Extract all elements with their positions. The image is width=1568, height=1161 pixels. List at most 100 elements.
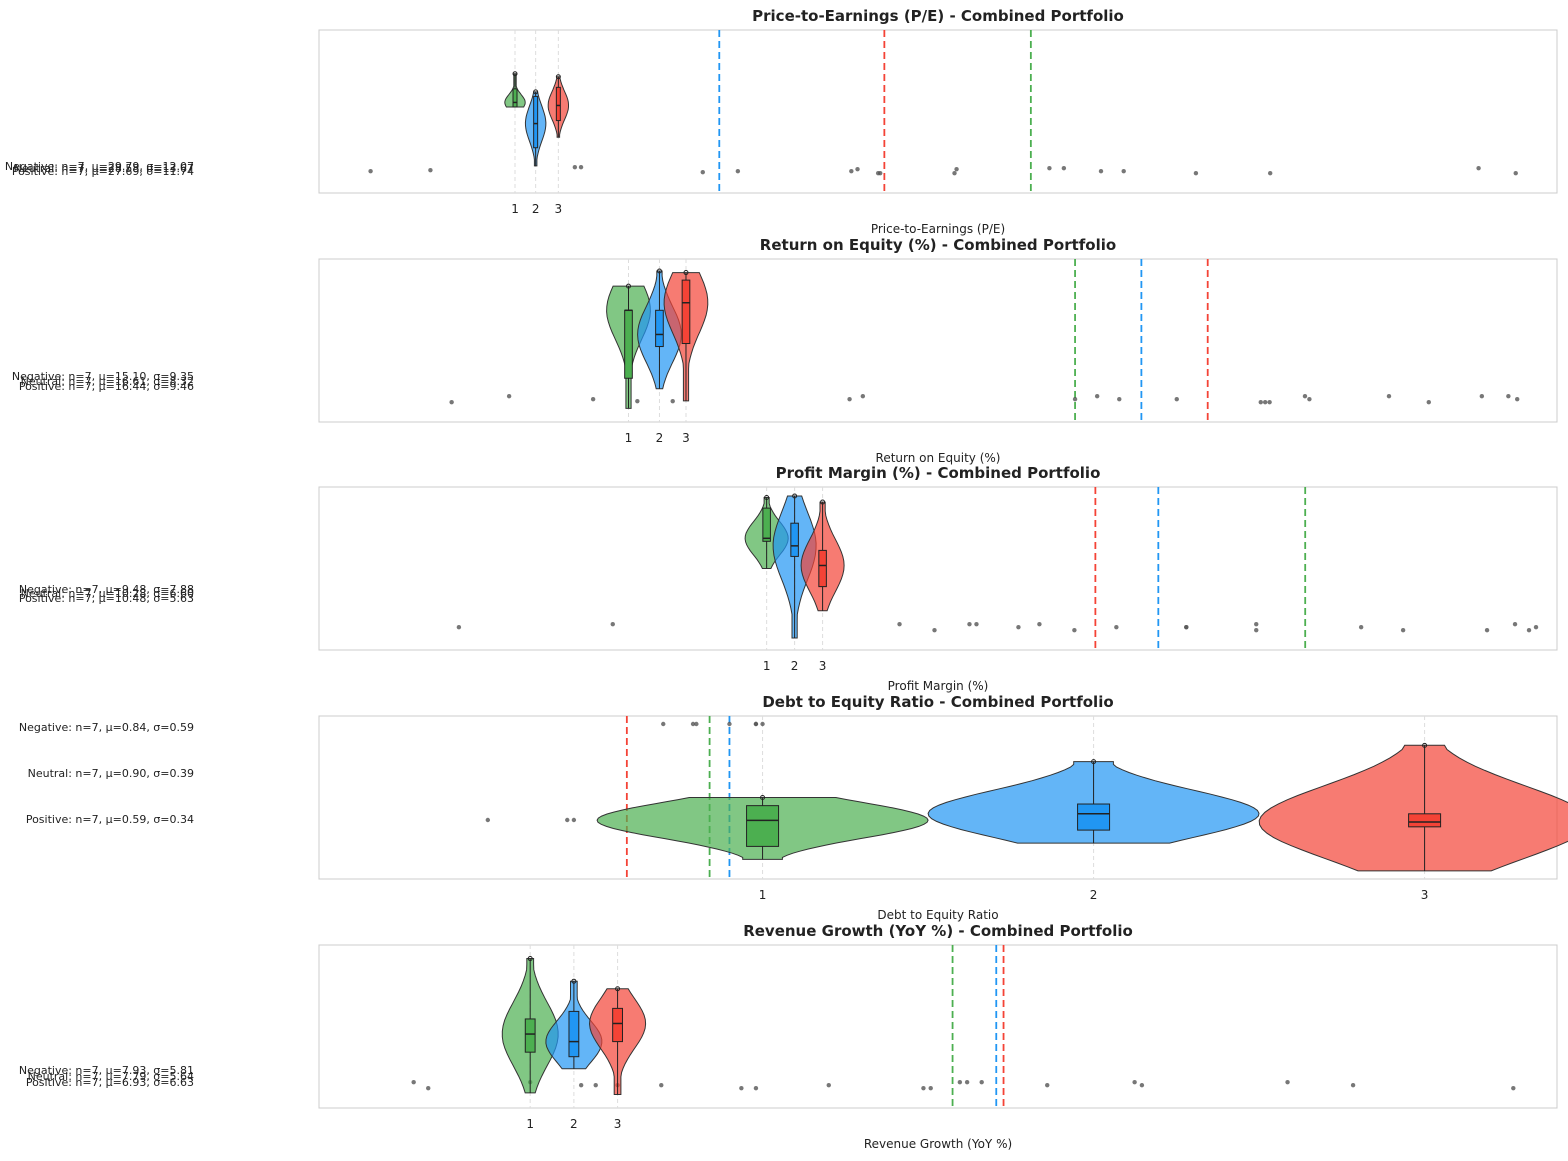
x-tick-label: 3	[614, 1117, 622, 1131]
scatter-point	[593, 1082, 598, 1088]
scatter-point	[739, 1085, 744, 1091]
scatter-point	[670, 398, 675, 404]
x-tick-label: 2	[791, 659, 799, 673]
group-label: Neutral: n=7, μ=0.90, σ=0.39	[28, 767, 194, 780]
scatter-point	[690, 721, 696, 727]
outlier-marker	[820, 499, 826, 505]
scatter-point	[932, 627, 937, 633]
panel-title: Return on Equity (%) - Combined Portfoli…	[760, 236, 1116, 254]
scatter-point	[727, 721, 732, 727]
scatter-point	[572, 164, 578, 170]
violin-1	[504, 71, 526, 108]
scatter-point	[411, 1079, 416, 1085]
group-label: Positive: n=7, μ=16.44, σ=9.46	[19, 380, 194, 393]
iqr-box	[1077, 803, 1111, 831]
x-tick-label: 2	[570, 1117, 578, 1131]
iqr-box	[512, 88, 518, 108]
outlier-marker	[656, 268, 662, 274]
scatter-point	[1193, 170, 1199, 176]
iqr-box	[818, 549, 827, 588]
scatter-point	[1267, 399, 1272, 405]
scatter-point	[1184, 624, 1189, 630]
scatter-point	[368, 168, 373, 174]
panel-title: Debt to Equity Ratio - Combined Portfoli…	[762, 693, 1113, 711]
group-label: Neutral: n=7, μ=7.79, σ=5.64	[28, 1070, 194, 1083]
scatter-point	[847, 396, 852, 402]
outlier-marker	[533, 89, 539, 95]
scatter-point	[954, 166, 959, 172]
iqr-box	[746, 805, 780, 847]
panel-4: Debt to Equity Ratio - Combined Portfoli…	[19, 693, 1568, 922]
scatter-point	[1515, 396, 1520, 402]
scatter-point	[957, 1079, 963, 1085]
iqr-box	[533, 95, 539, 149]
scatter-point	[1072, 627, 1077, 633]
x-tick-label: 2	[1090, 888, 1098, 902]
scatter-point	[428, 167, 433, 173]
scatter-point	[578, 164, 584, 170]
scatter-point	[571, 817, 577, 823]
scatter-point	[928, 1085, 933, 1091]
scatter-point	[1258, 399, 1263, 405]
scatter-point	[979, 1079, 984, 1085]
violin-3	[800, 499, 845, 612]
scatter-point	[1045, 1082, 1050, 1088]
scatter-point	[967, 621, 972, 627]
violin-body	[1258, 744, 1568, 872]
scatter-point	[1262, 399, 1268, 405]
scatter-point	[1506, 393, 1511, 399]
scatter-point	[1513, 170, 1518, 176]
scatter-point	[635, 398, 640, 404]
scatter-point	[753, 721, 759, 727]
x-tick-label: 1	[759, 888, 767, 902]
scatter-point	[700, 169, 705, 175]
scatter-point	[1114, 624, 1119, 630]
scatter-point	[1254, 621, 1259, 627]
scatter-point	[921, 1085, 926, 1091]
x-tick-label: 3	[682, 431, 690, 445]
iqr-box	[1408, 813, 1442, 828]
outlier-marker	[760, 795, 766, 800]
x-axis-label: Debt to Equity Ratio	[877, 908, 998, 922]
panel-1: Price-to-Earnings (P/E) - Combined Portf…	[5, 7, 1558, 236]
scatter-point	[849, 168, 854, 174]
scatter-point	[1307, 396, 1312, 402]
panel-2: Return on Equity (%) - Combined Portfoli…	[12, 236, 1558, 465]
scatter-point	[1512, 621, 1518, 627]
iqr-box	[555, 86, 561, 122]
outlier-marker	[512, 71, 518, 77]
iqr-box	[681, 279, 691, 345]
scatter-point	[456, 624, 462, 630]
violin-3	[547, 74, 569, 138]
panel-title: Price-to-Earnings (P/E) - Combined Portf…	[752, 7, 1124, 25]
x-axis-label: Return on Equity (%)	[876, 451, 1001, 465]
scatter-point	[1254, 627, 1259, 633]
scatter-point	[952, 170, 957, 176]
outlier-marker	[555, 74, 561, 80]
scatter-point	[449, 399, 454, 405]
violin-1	[596, 795, 929, 860]
group-label: Negative: n=7, μ=29.79, σ=12.07	[5, 160, 194, 173]
violin-2	[524, 89, 547, 167]
scatter-point	[1121, 168, 1126, 174]
group-label: Positive: n=7, μ=6.93, σ=6.63	[26, 1076, 194, 1089]
violin-3	[663, 270, 709, 402]
x-tick-label: 2	[656, 431, 664, 445]
scatter-point	[1400, 627, 1406, 633]
group-label: Negative: n=7, μ=7.93, σ=5.81	[19, 1064, 194, 1077]
panel-3: Profit Margin (%) - Combined Portfolio Pr…	[19, 464, 1558, 693]
outlier-marker	[571, 978, 577, 984]
x-tick-label: 2	[532, 202, 540, 216]
plot-area	[318, 486, 1558, 651]
scatter-point	[760, 721, 765, 727]
outlier-marker	[615, 986, 621, 992]
outlier-marker	[1091, 759, 1097, 765]
outlier-marker	[792, 493, 798, 499]
group-label: Neutral: n=7, μ=16.61, σ=8.32	[21, 375, 194, 388]
scatter-point	[565, 817, 570, 823]
scatter-point	[1098, 168, 1104, 174]
scatter-point	[1037, 621, 1042, 627]
scatter-point	[855, 166, 860, 172]
scatter-point	[1132, 1079, 1137, 1085]
outlier-marker	[764, 495, 770, 501]
